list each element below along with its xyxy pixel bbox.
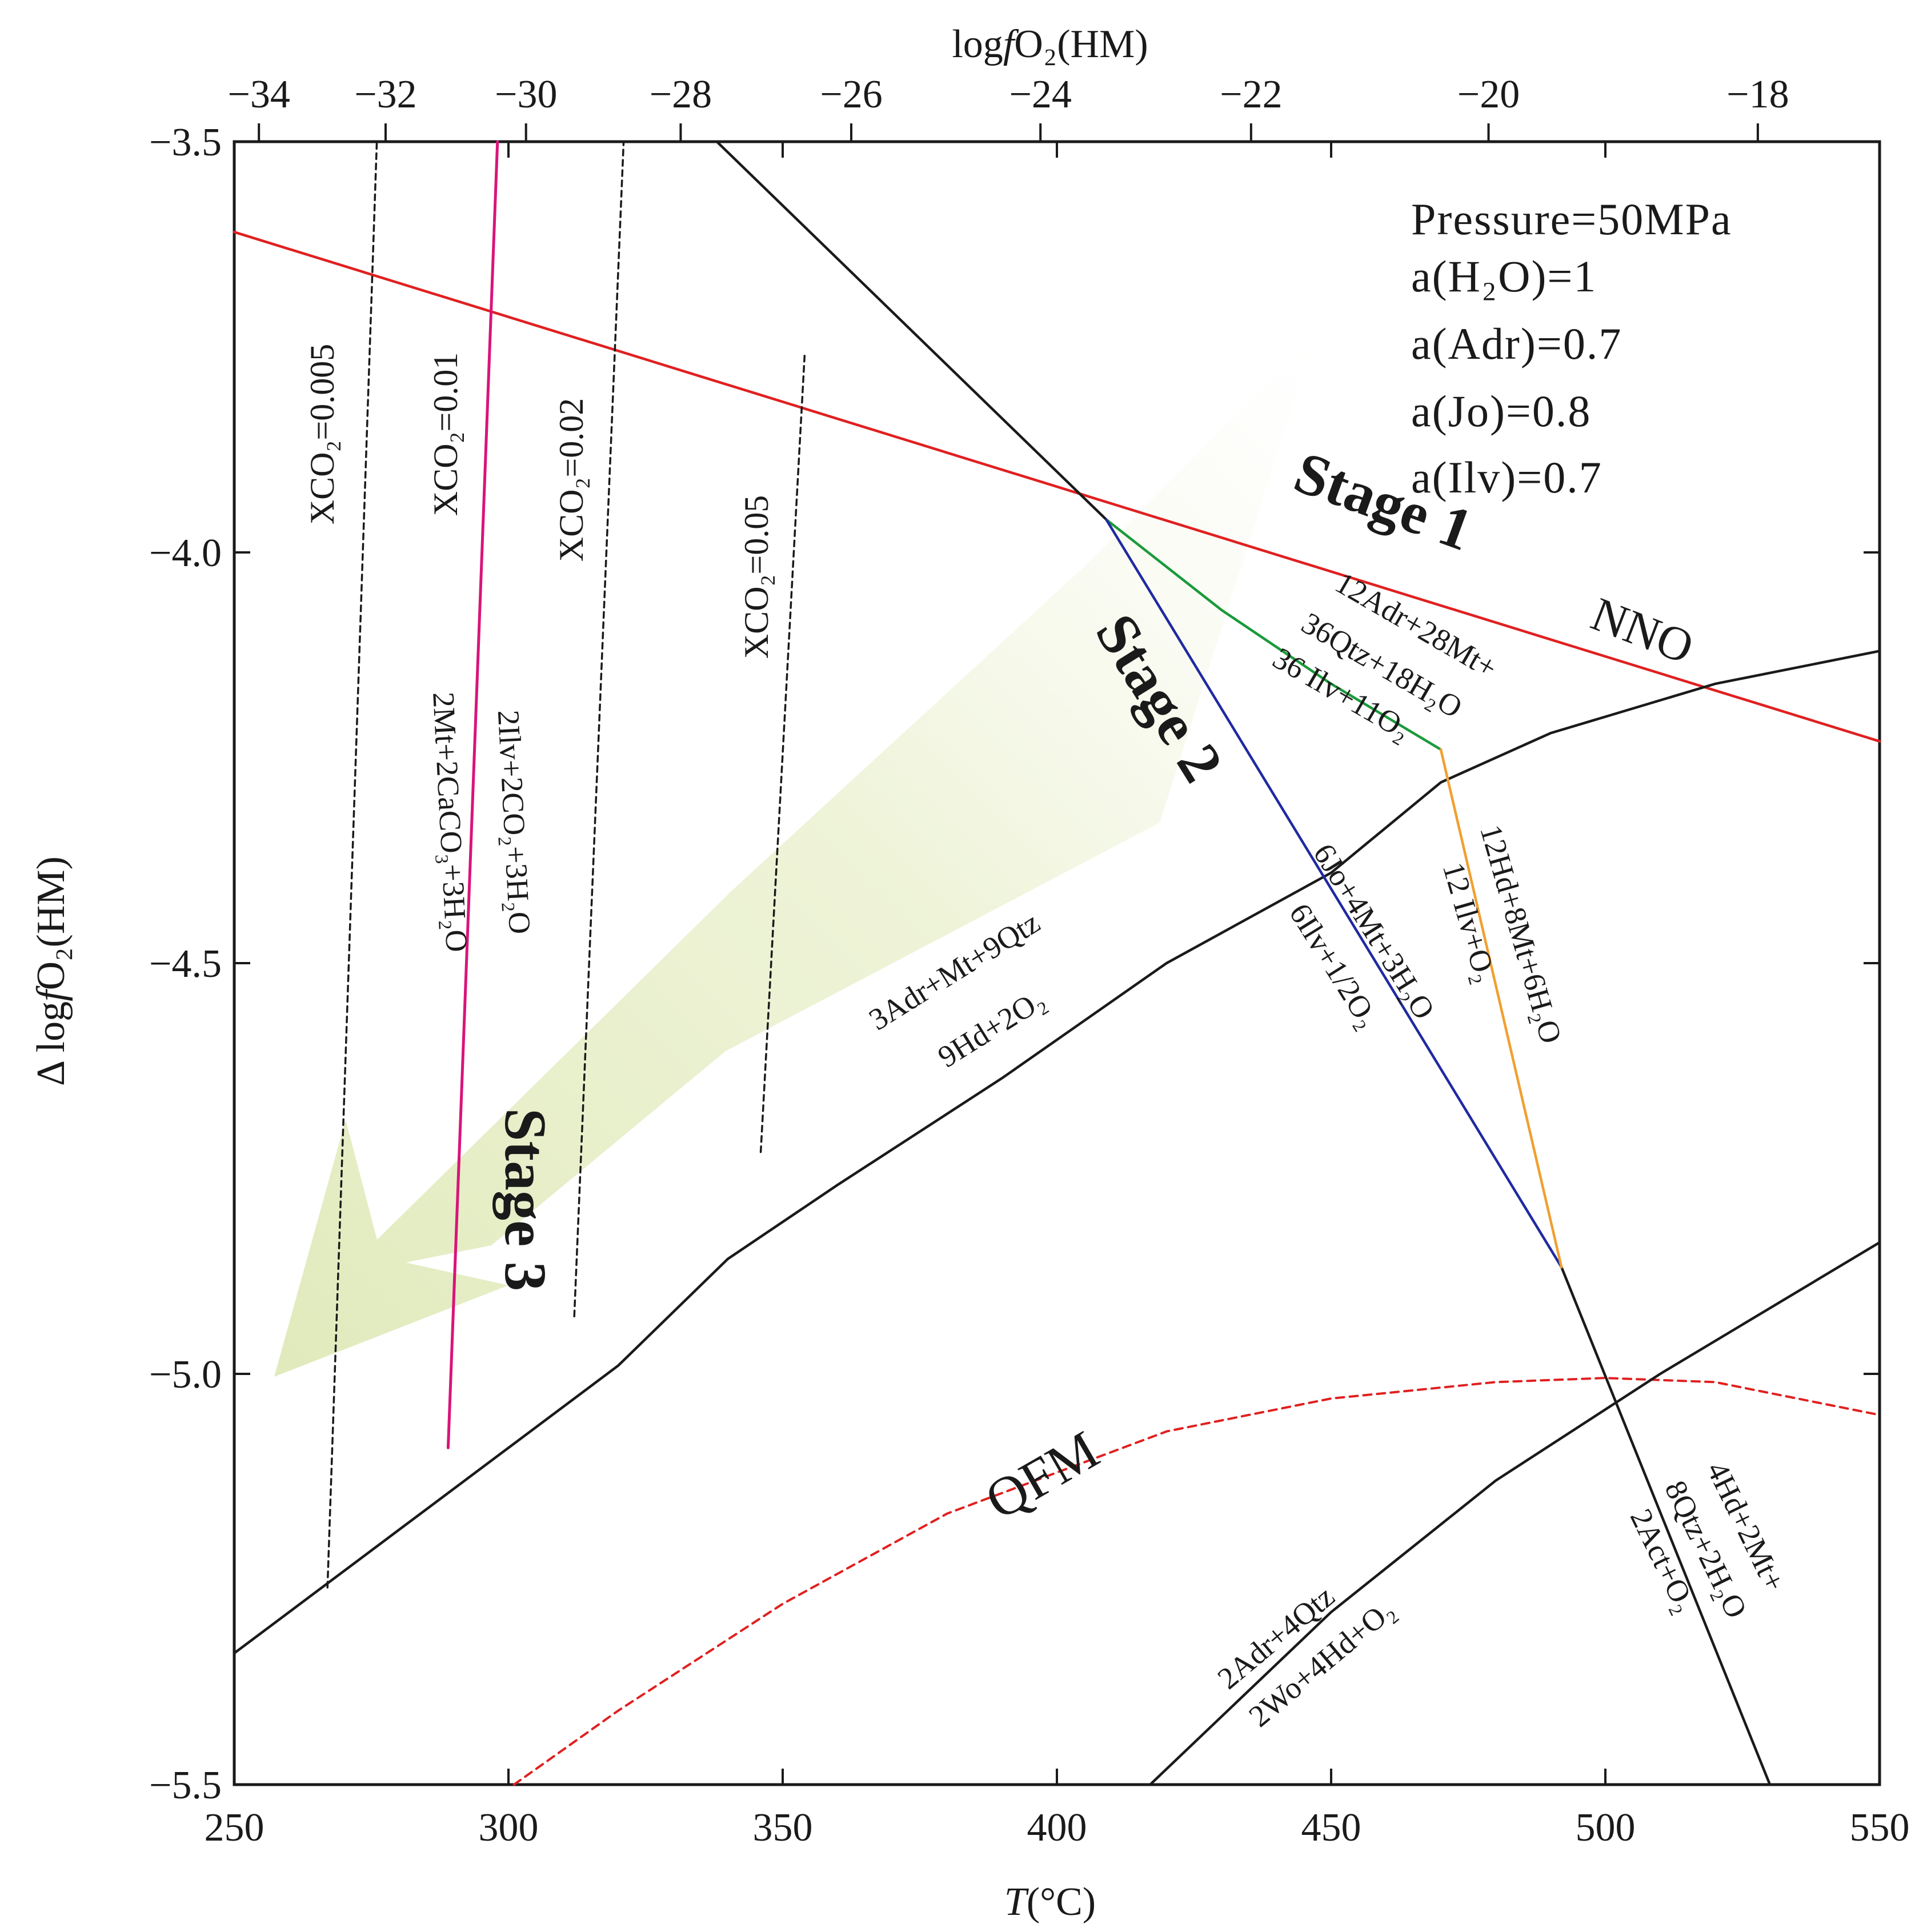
param-pressure: Pressure=50MPa [1411, 194, 1732, 244]
y-tick-label: −4.0 [149, 531, 222, 575]
series-line [1148, 1241, 1881, 1786]
xco2-label-005: XCO₂=0.05 [738, 495, 775, 659]
top-tick-label: −24 [1009, 73, 1071, 117]
plot-frame [233, 140, 1881, 1786]
top-tick-label: −18 [1726, 73, 1789, 117]
y-tick-label: −5.0 [149, 1353, 222, 1397]
series-line [715, 140, 1772, 1786]
series-line [1105, 518, 1563, 1269]
series-line [1439, 748, 1563, 1269]
param-a-adr: a(Adr)=0.7 [1411, 319, 1622, 368]
top-tick-label: −28 [650, 73, 712, 117]
x-tick-label: 400 [1027, 1806, 1087, 1850]
y-axis-title: Δ logfO₂(HM) [29, 856, 73, 1086]
series-line [326, 141, 378, 1589]
xco2-label-002: XCO₂=0.02 [552, 398, 590, 562]
ticks-layer: 250 300 350 400 450 500 550 −3.5 −4.0 −4.5 −5.0 −5.… [149, 73, 1909, 1850]
top-tick-label: −32 [354, 73, 416, 117]
xco2-label-001: XCO₂=0.01 [427, 352, 464, 516]
series-line [573, 141, 625, 1318]
plot-frame-rect [233, 140, 1881, 1786]
x-tick-label: 300 [479, 1806, 539, 1850]
y-tick-label: −5.5 [149, 1763, 222, 1807]
x-tick-label: 350 [753, 1806, 813, 1850]
top-axis-title: logfO₂(HM) [952, 22, 1148, 66]
param-a-h2o: a(H₂O)=1 [1411, 251, 1597, 301]
y-tick-label: −4.5 [149, 942, 222, 986]
series-line [233, 650, 1881, 1655]
top-tick-label: −34 [227, 73, 290, 117]
top-tick-label: −30 [495, 73, 557, 117]
x-axis-title: T(°C) [1004, 1880, 1096, 1924]
series-line [446, 140, 499, 1449]
series-layer [233, 140, 1881, 1786]
series-line [1105, 518, 1443, 751]
param-a-ilv: a(Ilv)=0.7 [1411, 452, 1602, 502]
series-line [759, 354, 806, 1153]
x-tick-label: 550 [1850, 1806, 1910, 1850]
stage-path-arrow [274, 337, 1314, 1377]
xco2-label-0005: XCO₂=0.005 [303, 344, 341, 524]
x-tick-label: 250 [205, 1806, 265, 1850]
stage-3-label: Stage 3 [492, 1108, 558, 1292]
top-tick-label: −20 [1457, 73, 1520, 117]
param-a-jo: a(Jo)=0.8 [1411, 386, 1591, 436]
series-line [233, 230, 1881, 743]
x-tick-label: 500 [1576, 1806, 1636, 1850]
top-tick-label: −22 [1220, 73, 1282, 117]
x-tick-label: 450 [1301, 1806, 1361, 1850]
series-line [512, 1377, 1881, 1786]
top-tick-label: −26 [820, 73, 882, 117]
y-tick-label: −3.5 [149, 121, 222, 165]
